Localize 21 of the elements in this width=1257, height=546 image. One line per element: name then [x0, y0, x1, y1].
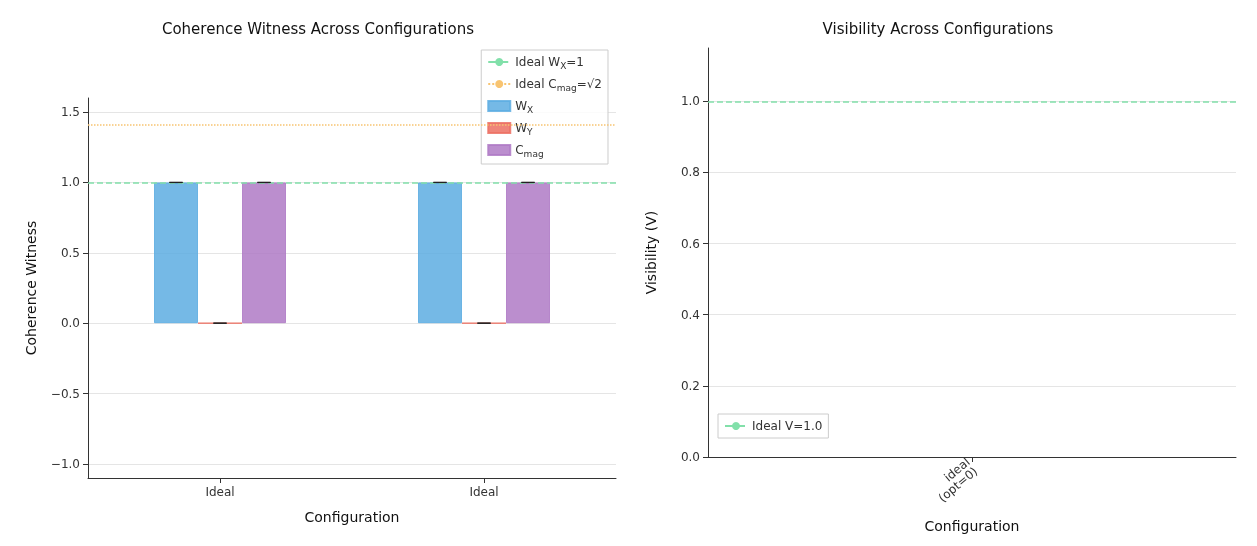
y-tick-label: 0.0 [60, 316, 80, 331]
chart-title: Coherence Witness Across Configurations [161, 19, 475, 38]
x-tick-label: Ideal [469, 485, 499, 499]
y-tick-label: 1.0 [680, 94, 700, 109]
y-tick-label: 1.0 [60, 175, 80, 190]
chart-title: Visibility Across Configurations [822, 19, 1054, 38]
y-tick-label: 1.5 [60, 105, 80, 120]
y-tick-label: 0.5 [60, 245, 80, 260]
y-tick-label: 0.0 [680, 450, 700, 464]
x-axis-title: Configuration [924, 518, 1020, 534]
y-tick-label: 0.2 [680, 378, 700, 393]
legend-label: Ideal V=1.0 [752, 419, 823, 433]
y-tick-label: −0.5 [50, 386, 80, 401]
y-axis-title: Coherence Witness [23, 220, 39, 356]
y-tick-label: 0.4 [680, 307, 700, 322]
x-tick-label: Ideal [205, 485, 235, 499]
y-tick-label: −1.0 [50, 456, 80, 471]
y-tick-label: 0.8 [680, 165, 700, 180]
y-axis-title: Visibility (V) [643, 210, 659, 295]
x-axis-title: Configuration [304, 509, 400, 525]
y-tick-label: 0.6 [680, 236, 700, 251]
